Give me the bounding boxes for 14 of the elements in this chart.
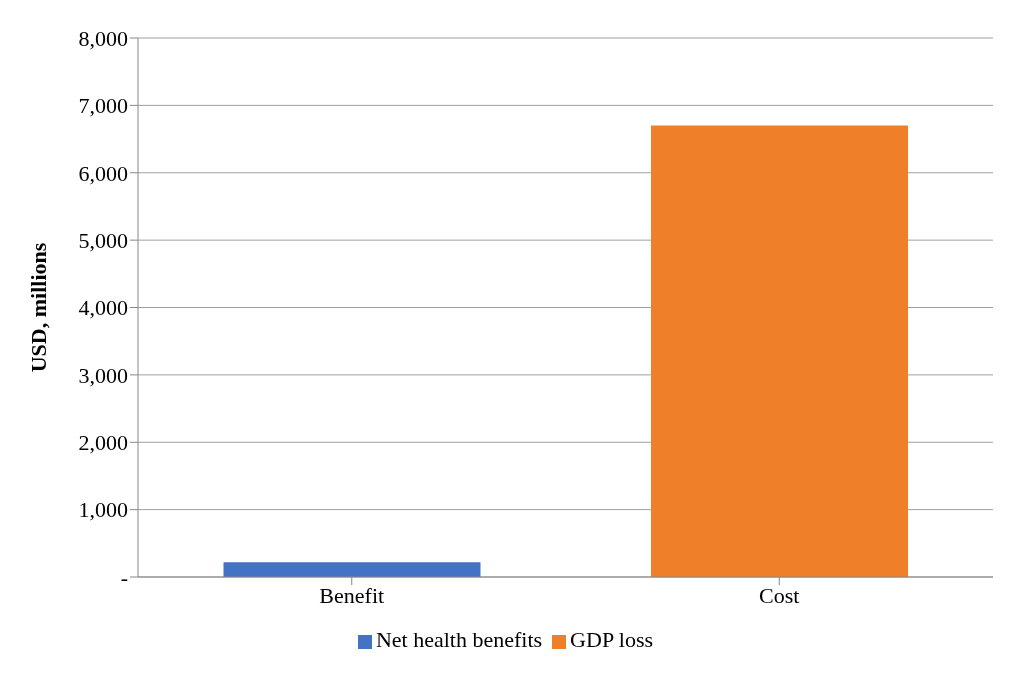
y-tick-label: 5,000 <box>78 227 128 253</box>
y-axis-title: USD, millions <box>25 242 51 373</box>
x-tick-label: Cost <box>759 582 800 608</box>
y-tick-label: 1,000 <box>78 497 128 523</box>
y-tick-label: 4,000 <box>78 295 128 321</box>
x-tick-label: Benefit <box>319 582 385 608</box>
y-tick-label: 7,000 <box>78 93 128 119</box>
legend-label: GDP loss <box>570 627 654 652</box>
y-tick-label: 8,000 <box>78 25 128 51</box>
y-tick-label: 6,000 <box>78 160 128 186</box>
y-tick-label: 2,000 <box>78 430 128 456</box>
y-tick-label: - <box>120 564 128 590</box>
legend-label: Net health benefits <box>375 627 543 652</box>
y-tick-label: 3,000 <box>78 362 128 388</box>
